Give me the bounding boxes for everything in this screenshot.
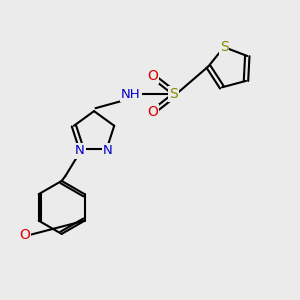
Text: S: S — [220, 40, 228, 54]
Text: O: O — [148, 69, 158, 83]
Text: N: N — [103, 145, 113, 158]
Text: S: S — [169, 87, 178, 101]
Text: O: O — [148, 105, 158, 119]
Text: N: N — [75, 145, 85, 158]
Text: NH: NH — [121, 88, 141, 100]
Text: O: O — [20, 228, 30, 242]
